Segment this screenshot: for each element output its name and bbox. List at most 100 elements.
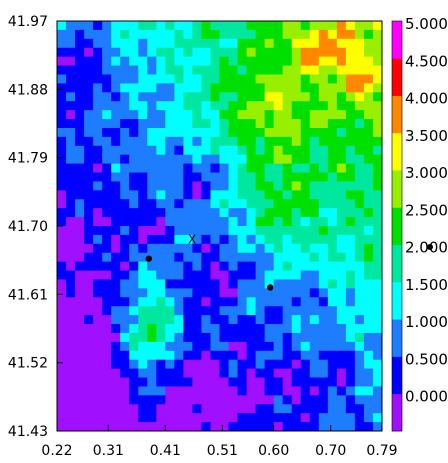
field-cell — [372, 65, 382, 76]
field-cell — [174, 29, 184, 40]
field-cell — [345, 306, 356, 316]
field-cell — [66, 29, 76, 40]
field-cell — [201, 38, 212, 49]
field-cell — [255, 172, 266, 183]
field-cell — [309, 119, 320, 129]
field-cell — [264, 350, 275, 361]
field-cell — [102, 252, 112, 263]
field-cell — [183, 350, 194, 361]
field-cell — [183, 21, 194, 31]
field-cell — [84, 29, 94, 40]
field-cell — [156, 270, 166, 281]
field-cell — [318, 350, 329, 361]
field-cell — [246, 404, 257, 414]
field-cell — [309, 341, 320, 352]
field-cell — [273, 234, 284, 245]
field-cell — [372, 324, 382, 334]
field-cell — [219, 288, 230, 298]
field-cell — [111, 395, 121, 405]
field-cell — [264, 386, 275, 396]
field-cell — [147, 404, 157, 414]
field-cell — [318, 243, 329, 254]
field-cell — [372, 119, 382, 129]
field-cell — [264, 119, 275, 129]
field-cell — [228, 350, 239, 361]
field-cell — [228, 74, 239, 84]
field-cell — [282, 332, 293, 343]
field-cell — [174, 208, 184, 218]
field-cell — [372, 422, 382, 431]
field-cell — [300, 56, 311, 67]
field-cell — [273, 110, 284, 120]
field-cell — [327, 136, 338, 147]
field-cell — [147, 217, 157, 227]
field-cell — [66, 377, 76, 388]
field-cell — [300, 413, 311, 423]
field-cell — [57, 315, 67, 325]
colorbar-label: 3.500 — [405, 127, 448, 145]
field-cell — [147, 422, 157, 431]
field-cell — [75, 38, 85, 49]
field-cell — [237, 101, 248, 111]
field-cell — [309, 172, 320, 183]
field-cell — [210, 279, 221, 289]
field-cell — [174, 92, 184, 102]
field-cell — [318, 270, 329, 281]
field-cell — [201, 83, 212, 93]
field-cell — [192, 83, 203, 93]
field-cell — [93, 163, 103, 174]
field-cell — [111, 404, 121, 414]
field-cell — [57, 38, 67, 49]
field-cell — [318, 74, 329, 84]
field-cell — [201, 270, 212, 281]
field-cell — [273, 243, 284, 254]
field-cell — [210, 110, 221, 120]
field-cell — [282, 226, 293, 236]
field-cell — [345, 297, 356, 307]
field-cell — [165, 38, 175, 49]
field-cell — [255, 332, 266, 343]
field-cell — [219, 332, 230, 343]
field-cell — [66, 350, 76, 361]
field-cell — [255, 395, 266, 405]
field-cell — [363, 234, 374, 245]
field-cell — [255, 47, 266, 58]
field-cell — [318, 172, 329, 183]
field-cell — [273, 270, 284, 281]
field-cell — [228, 181, 239, 191]
field-cell — [282, 119, 293, 129]
field-cell — [129, 190, 139, 200]
colorbar-frame — [391, 20, 403, 432]
field-cell — [345, 190, 356, 200]
field-cell — [336, 332, 347, 343]
field-cell — [291, 234, 302, 245]
field-cell — [210, 306, 221, 316]
y-tick-label: 41.43 — [8, 424, 48, 440]
field-cell — [57, 261, 67, 272]
field-cell — [228, 29, 239, 40]
field-cell — [291, 65, 302, 76]
field-cell — [210, 386, 221, 396]
field-cell — [102, 208, 112, 218]
field-cell — [57, 163, 67, 174]
field-cell — [210, 21, 221, 31]
field-cell — [165, 29, 175, 40]
field-cell — [201, 74, 212, 84]
field-cell — [219, 47, 230, 58]
field-cell — [327, 234, 338, 245]
field-cell — [273, 38, 284, 49]
field-cell — [111, 243, 121, 254]
field-cell — [147, 92, 157, 102]
field-cell — [138, 243, 148, 254]
field-cell — [228, 56, 239, 67]
field-cell — [201, 163, 212, 174]
field-cell — [291, 297, 302, 307]
field-cell — [363, 404, 374, 414]
field-cell — [120, 199, 130, 209]
field-cell — [66, 306, 76, 316]
field-cell — [201, 395, 212, 405]
field-cell — [192, 306, 203, 316]
field-cell — [129, 306, 139, 316]
field-cell — [264, 136, 275, 147]
field-cell — [255, 359, 266, 370]
